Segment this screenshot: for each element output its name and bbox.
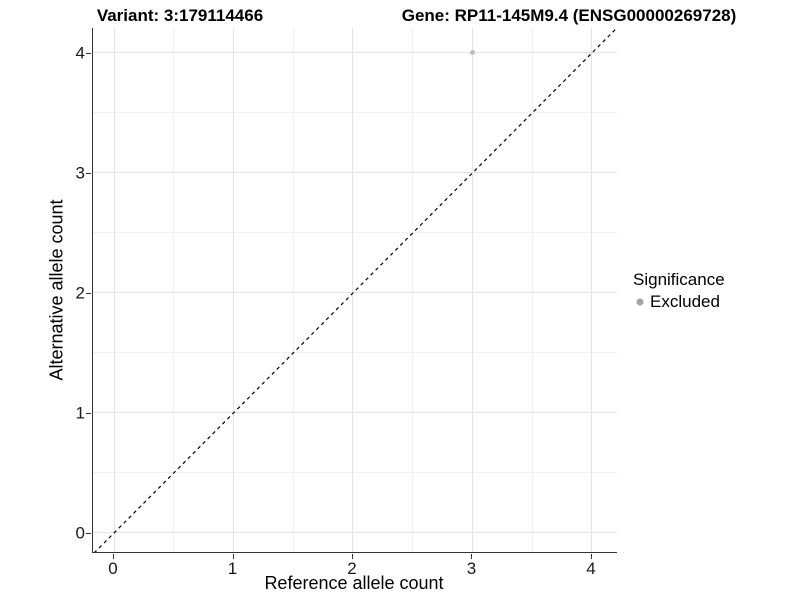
gridline-y-major bbox=[93, 172, 617, 174]
gridline-x-minor bbox=[173, 28, 175, 552]
gridline-y-minor bbox=[93, 472, 617, 474]
gridline-y-minor bbox=[93, 232, 617, 234]
y-tick-label: 0 bbox=[75, 523, 85, 543]
legend-title: Significance bbox=[633, 270, 725, 289]
x-tick-label: 3 bbox=[466, 559, 477, 578]
gridline-y-minor bbox=[93, 352, 617, 354]
y-tick-mark bbox=[86, 412, 91, 414]
x-tick-label: 0 bbox=[108, 559, 118, 578]
gridline-y-major bbox=[93, 292, 617, 294]
gridline-y-minor bbox=[93, 112, 617, 114]
gridline-y-major bbox=[93, 532, 617, 534]
y-tick-label: 2 bbox=[75, 283, 85, 303]
y-tick-mark bbox=[86, 532, 91, 534]
gridline-x-minor bbox=[412, 28, 414, 552]
plot-panel bbox=[92, 28, 617, 553]
y-tick-label: 3 bbox=[75, 163, 85, 183]
variant-title: Variant: 3:179114466 bbox=[96, 6, 264, 25]
gridline-x-minor bbox=[531, 28, 533, 552]
gridline-x-major bbox=[471, 28, 473, 552]
x-axis-label: Reference allele count bbox=[264, 573, 444, 593]
identity-line bbox=[94, 28, 617, 552]
gridline-y-major bbox=[93, 52, 617, 54]
x-tick-mark bbox=[232, 554, 234, 559]
gridline-x-minor bbox=[292, 28, 294, 552]
x-tick-label: 1 bbox=[227, 559, 238, 578]
legend: Significance Excluded bbox=[633, 270, 725, 312]
y-tick-mark bbox=[86, 52, 91, 54]
gene-title: Gene: RP11-145M9.4 (ENSG00000269728) bbox=[401, 6, 737, 25]
x-tick-mark bbox=[471, 554, 473, 559]
y-tick-label: 1 bbox=[75, 403, 85, 423]
gridline-x-major bbox=[591, 28, 593, 552]
x-tick-mark bbox=[351, 554, 353, 559]
x-tick-mark bbox=[113, 554, 115, 559]
gridline-x-major bbox=[113, 28, 115, 552]
x-tick-label: 2 bbox=[347, 559, 357, 578]
y-tick-label: 4 bbox=[75, 43, 85, 63]
legend-key bbox=[633, 295, 647, 309]
gridline-x-major bbox=[352, 28, 354, 552]
excluded-point-icon bbox=[636, 298, 644, 306]
data-point bbox=[469, 50, 475, 56]
y-axis-label: Alternative allele count bbox=[46, 199, 67, 381]
gridline-x-major bbox=[233, 28, 234, 552]
x-tick-label: 4 bbox=[586, 559, 596, 578]
gridline-y-major bbox=[93, 412, 617, 414]
legend-entry-label: Excluded bbox=[650, 292, 720, 311]
legend-entry-excluded: Excluded bbox=[633, 292, 725, 312]
x-tick-mark bbox=[590, 554, 592, 559]
y-tick-mark bbox=[86, 172, 91, 174]
y-tick-mark bbox=[86, 292, 91, 294]
